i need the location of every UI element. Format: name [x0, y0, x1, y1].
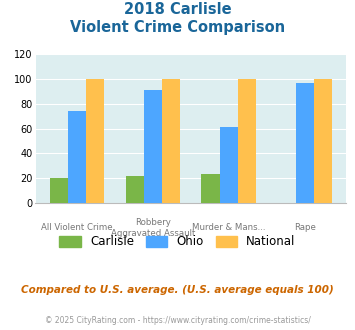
Text: Aggravated Assault: Aggravated Assault — [111, 229, 195, 238]
Bar — [238, 79, 256, 203]
Bar — [201, 175, 220, 203]
Bar — [296, 83, 314, 203]
Bar — [220, 127, 238, 203]
Text: Rape: Rape — [294, 223, 316, 232]
Text: All Violent Crime: All Violent Crime — [41, 223, 113, 232]
Text: Compared to U.S. average. (U.S. average equals 100): Compared to U.S. average. (U.S. average … — [21, 285, 334, 295]
Text: Violent Crime Comparison: Violent Crime Comparison — [70, 20, 285, 35]
Bar — [50, 178, 68, 203]
Bar — [162, 79, 180, 203]
Bar — [126, 176, 144, 203]
Text: 2018 Carlisle: 2018 Carlisle — [124, 2, 231, 16]
Bar — [314, 79, 332, 203]
Text: Robbery: Robbery — [135, 218, 171, 227]
Bar — [144, 90, 162, 203]
Text: © 2025 CityRating.com - https://www.cityrating.com/crime-statistics/: © 2025 CityRating.com - https://www.city… — [45, 316, 310, 325]
Bar — [68, 112, 86, 203]
Legend: Carlisle, Ohio, National: Carlisle, Ohio, National — [55, 231, 300, 253]
Bar — [86, 79, 104, 203]
Text: Murder & Mans...: Murder & Mans... — [192, 223, 266, 232]
